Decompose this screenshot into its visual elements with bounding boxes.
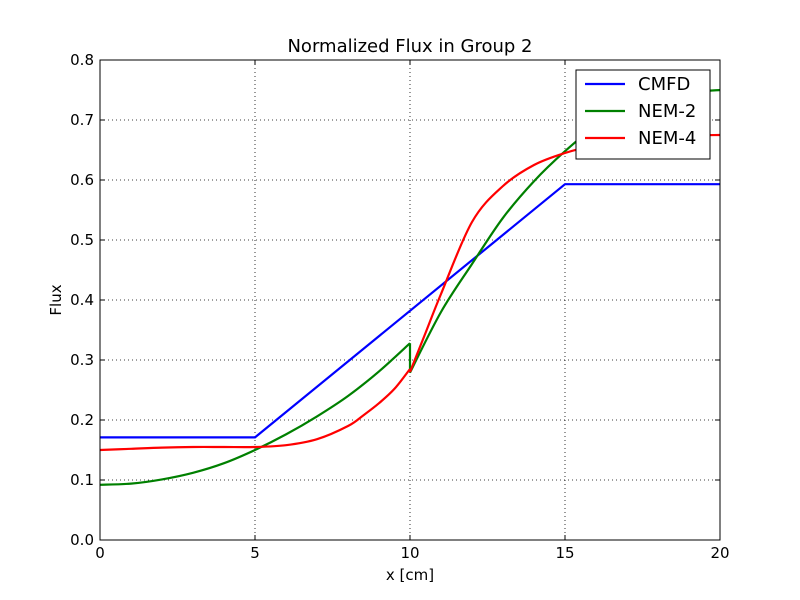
x-axis-label: x [cm] <box>386 566 434 584</box>
y-tick-label: 0.5 <box>70 231 94 249</box>
chart-title: Normalized Flux in Group 2 <box>287 36 532 57</box>
ticks: 0 5 10 15 20 0.0 0.1 0.2 0.3 0.4 0.5 0.6 0.7 0.8 <box>70 51 729 562</box>
legend-label-nem-4: NEM-4 <box>638 128 696 149</box>
y-tick-label: 0.7 <box>70 111 94 129</box>
y-axis-label: Flux <box>47 284 65 315</box>
x-tick-label: 20 <box>710 544 729 562</box>
y-tick-label: 0.6 <box>70 171 94 189</box>
y-tick-label: 0.4 <box>70 291 94 309</box>
y-tick-label: 0.2 <box>70 411 94 429</box>
x-tick-label: 5 <box>250 544 260 562</box>
legend-label-cmfd: CMFD <box>638 74 690 95</box>
x-tick-label: 15 <box>555 544 574 562</box>
y-tick-label: 0.0 <box>70 531 94 549</box>
y-tick-label: 0.3 <box>70 351 94 369</box>
y-tick-label: 0.8 <box>70 51 94 69</box>
series-line-cmfd <box>100 183 720 439</box>
x-tick-label: 10 <box>400 544 419 562</box>
y-tick-label: 0.1 <box>70 471 94 489</box>
series-lines <box>100 88 720 486</box>
x-tick-label: 0 <box>95 544 105 562</box>
legend: CMFD NEM-2 NEM-4 <box>575 69 711 160</box>
legend-label-nem-2: NEM-2 <box>638 101 696 122</box>
